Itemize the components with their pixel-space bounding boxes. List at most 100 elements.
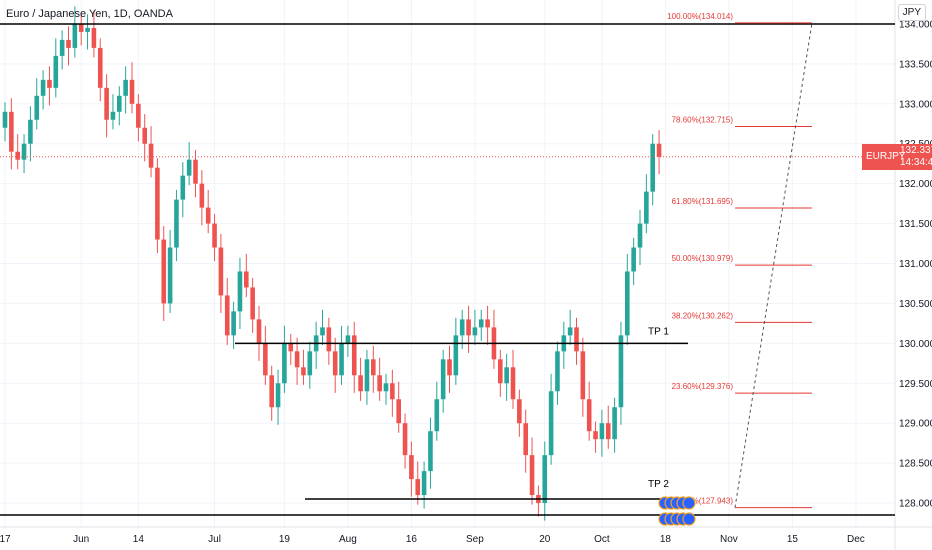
candle: [199, 183, 205, 208]
candle: [161, 239, 167, 304]
candle: [637, 223, 643, 248]
candle: [212, 223, 217, 248]
candle: [91, 27, 97, 48]
candle: [47, 79, 52, 88]
candle: [66, 39, 71, 48]
x-tick-label: 20: [539, 534, 551, 545]
candle: [593, 431, 598, 440]
x-tick-label: 14: [133, 534, 145, 545]
candle: [523, 423, 528, 456]
candle: [294, 351, 300, 368]
candle: [504, 367, 509, 384]
candle: [402, 423, 408, 456]
candle: [567, 327, 573, 336]
candle: [110, 111, 116, 120]
tp2-label: TP 2: [648, 479, 669, 490]
y-tick-label: 133.000: [899, 99, 932, 110]
candle: [371, 359, 376, 376]
candle: [218, 247, 224, 296]
x-tick-label: 19: [279, 534, 291, 545]
fib-level-label: 61.80%(131.695): [672, 197, 734, 206]
candle: [320, 327, 325, 336]
candle: [415, 479, 421, 496]
x-tick-label: 17: [0, 534, 11, 545]
candle: [453, 335, 459, 376]
y-tick-label: 129.500: [899, 379, 932, 390]
candle: [478, 319, 484, 328]
candle: [136, 103, 141, 128]
candle: [510, 367, 516, 400]
event-marker-icon: [682, 496, 696, 510]
candle: [282, 343, 287, 384]
event-marker-icon: [682, 512, 696, 526]
fib-level-label: 0.00%(127.943): [676, 497, 733, 506]
candle: [459, 319, 465, 336]
candle: [555, 351, 560, 392]
fib-level-label: 78.60%(132.715): [672, 116, 734, 125]
candle: [59, 39, 65, 56]
projection-line: [734, 22, 813, 508]
candle: [542, 455, 548, 504]
candle: [485, 319, 490, 328]
candle: [472, 327, 478, 336]
last-price-label: EURJPY 132.337 14:34:48: [862, 143, 932, 170]
currency-button[interactable]: JPY: [897, 4, 926, 21]
candle: [517, 399, 522, 424]
candle: [224, 295, 230, 336]
candle: [97, 47, 103, 88]
candle: [186, 159, 192, 176]
candle: [34, 95, 40, 120]
fib-level-label: 23.60%(129.376): [672, 382, 734, 391]
y-tick-label: 128.000: [899, 499, 932, 510]
candle: [447, 359, 452, 376]
candle: [85, 27, 90, 32]
candle: [250, 287, 255, 320]
candle: [288, 343, 294, 352]
candle: [656, 143, 662, 157]
candle: [275, 383, 281, 408]
candle: [377, 375, 382, 392]
candle: [2, 111, 8, 128]
y-tick-label: 131.500: [899, 219, 932, 230]
x-tick-label: Dec: [847, 534, 865, 545]
candle: [15, 151, 20, 160]
y-tick-label: 132.000: [899, 179, 932, 190]
price-symbol: EURJPY: [866, 150, 906, 162]
candle: [231, 311, 236, 336]
chart-title: Euro / Japanese Yen, 1D, OANDA: [6, 8, 173, 20]
candle: [612, 407, 617, 440]
candle: [301, 367, 306, 376]
candle: [40, 79, 46, 96]
candle: [155, 167, 160, 240]
candle: [104, 87, 109, 120]
candle: [548, 391, 554, 456]
candle: [117, 95, 122, 112]
candle: [237, 271, 243, 312]
candle: [580, 351, 586, 400]
candle: [358, 375, 363, 392]
candle: [78, 23, 84, 32]
candle: [574, 327, 579, 352]
candle: [167, 247, 173, 304]
y-tick-label: 129.000: [899, 419, 932, 430]
candle: [618, 335, 624, 408]
candle: [256, 319, 262, 344]
x-tick-label: 16: [406, 534, 418, 545]
candle: [351, 335, 357, 376]
y-tick-label: 133.500: [899, 59, 932, 70]
candle: [364, 359, 370, 392]
y-tick-label: 134.000: [899, 19, 932, 30]
candle: [72, 23, 78, 48]
y-tick-label: 130.500: [899, 299, 932, 310]
candle: [148, 143, 154, 168]
x-tick-label: Jun: [73, 534, 89, 545]
candle: [466, 319, 471, 336]
candle: [9, 111, 14, 152]
candle: [193, 159, 198, 184]
candle: [390, 383, 395, 400]
candle: [421, 471, 427, 496]
candle: [605, 423, 611, 440]
candle: [599, 423, 605, 440]
candle: [625, 271, 630, 336]
